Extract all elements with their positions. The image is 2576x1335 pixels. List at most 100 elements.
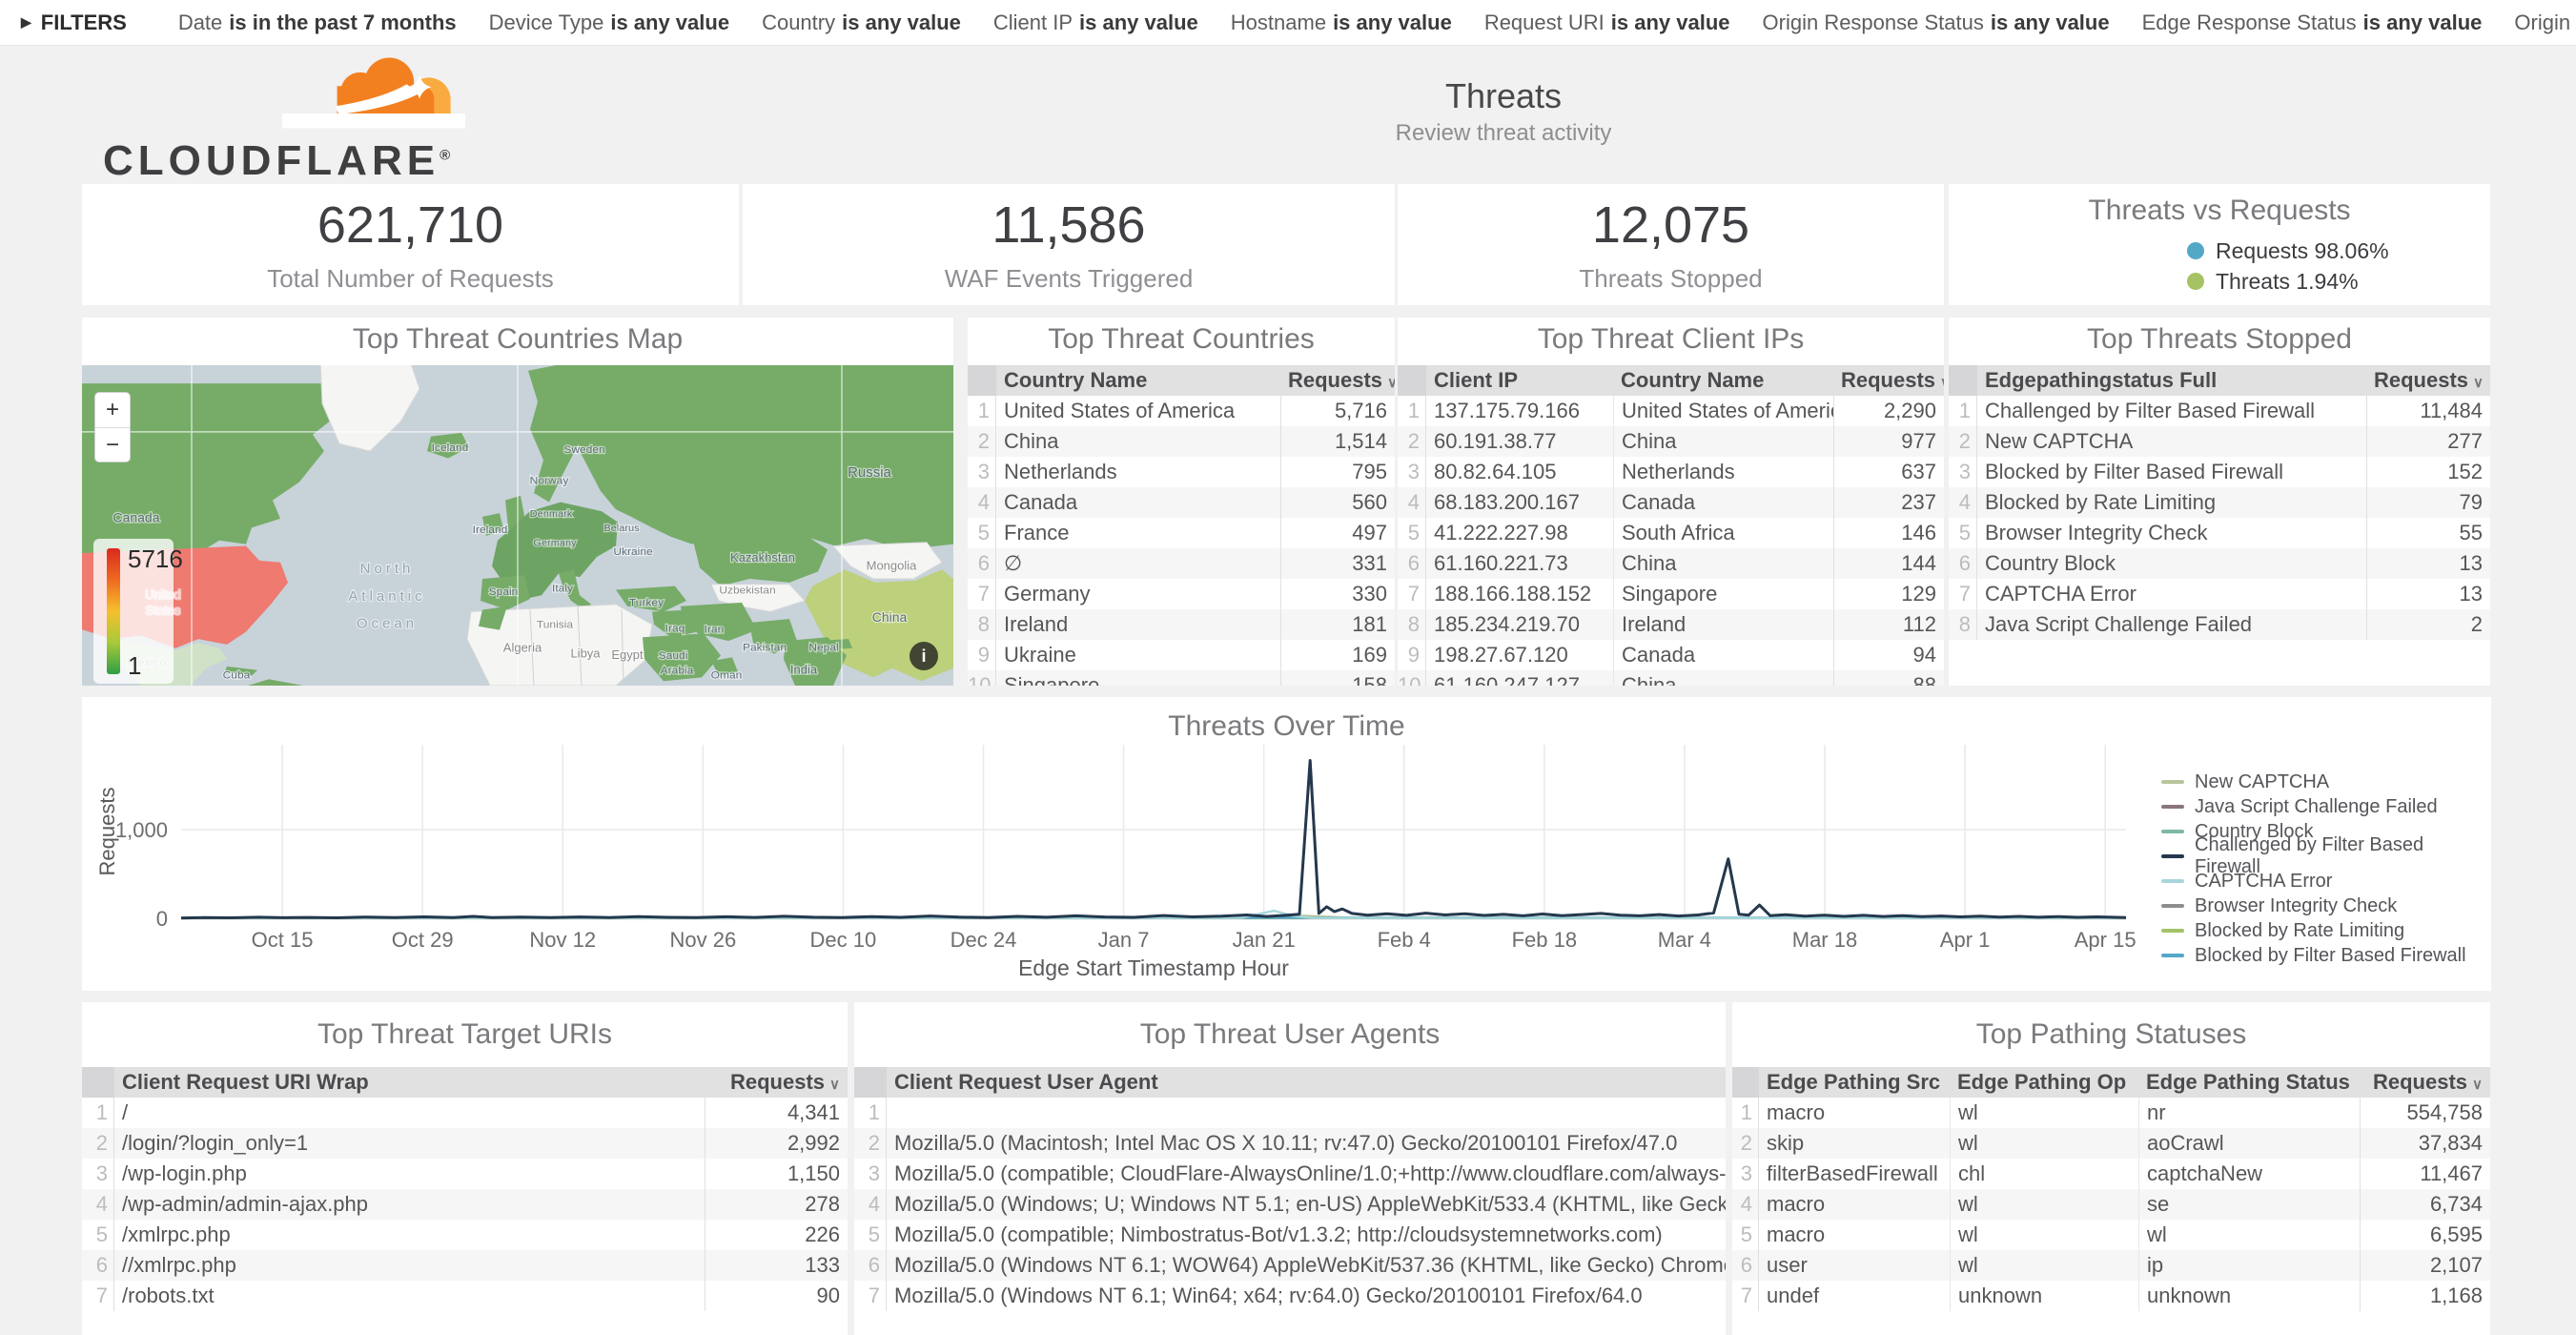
stat-label: Total Number of Requests bbox=[267, 264, 554, 293]
table-cell: 7 bbox=[82, 1281, 114, 1311]
filter-chip[interactable]: Date is in the past 7 months bbox=[178, 10, 457, 35]
map-info-button[interactable]: i bbox=[910, 642, 938, 670]
pie-legend-item[interactable]: Threats 1.94% bbox=[2187, 266, 2389, 297]
table-cell: 5 bbox=[1732, 1220, 1759, 1250]
map-iraq bbox=[652, 609, 698, 638]
column-header[interactable]: Requests∨ bbox=[1833, 365, 1944, 396]
column-header[interactable]: Requests∨ bbox=[1280, 365, 1395, 396]
map-label: India bbox=[790, 663, 818, 677]
column-header[interactable]: Requests∨ bbox=[729, 1070, 840, 1094]
table-cell: 1 bbox=[1732, 1098, 1759, 1128]
divider bbox=[95, 427, 130, 428]
map-label: China bbox=[872, 610, 908, 625]
table-cell: ∅ bbox=[1004, 551, 1023, 575]
table-cell: ip bbox=[2138, 1250, 2360, 1281]
table-cell: 1,168 bbox=[2360, 1281, 2490, 1311]
filter-field-label: Request URI bbox=[1483, 10, 1605, 34]
map-ireland bbox=[482, 513, 503, 537]
table-cell: 3 bbox=[968, 457, 996, 487]
legend-item[interactable]: Blocked by Filter Based Firewall bbox=[2161, 943, 2491, 968]
filter-chip[interactable]: Edge Response Status is any value bbox=[2142, 10, 2483, 35]
filters-toggle-button[interactable]: ▶ FILTERS bbox=[21, 10, 127, 35]
threats-vs-requests-card: Threats vs Requests Requests 98.06% Threa… bbox=[1949, 184, 2490, 305]
table-cell: unknown bbox=[2138, 1281, 2360, 1311]
table-cell: 112 bbox=[1833, 609, 1944, 640]
table-cell: 1 bbox=[968, 396, 996, 426]
legend-item[interactable]: New CAPTCHA bbox=[2161, 770, 2491, 794]
table-cell: 795 bbox=[1280, 457, 1395, 487]
zoom-out-button[interactable]: − bbox=[105, 432, 119, 458]
stat-card-threats-stopped: 12,075 Threats Stopped bbox=[1398, 184, 1944, 305]
table-row: 3 80.82.64.105 Netherlands 637 bbox=[1398, 457, 1944, 487]
map-label: Iceland bbox=[432, 442, 469, 454]
pie-legend-item[interactable]: Requests 98.06% bbox=[2187, 236, 2389, 266]
top-threat-client-ips-table: Client IP Country Name Requests∨ 1 137.175.7… bbox=[1398, 365, 1944, 686]
table-row: 4 Mozilla/5.0 (Windows; U; Windows NT 5.1… bbox=[854, 1189, 1726, 1220]
map-label: Kazakhstan bbox=[730, 550, 795, 565]
table-cell: 7 bbox=[1398, 579, 1426, 609]
table-body: 1 137.175.79.166 United States of America 2… bbox=[1398, 396, 1944, 686]
cloudflare-logo: CLOUDFLARE® bbox=[103, 46, 494, 184]
legend-item[interactable]: Java Script Challenge Failed bbox=[2161, 794, 2491, 819]
filter-chip[interactable]: Request URI is any value bbox=[1484, 10, 1730, 35]
table-row: 7 CAPTCHA Error 13 bbox=[1949, 579, 2490, 609]
filter-chip[interactable]: Hostname is any value bbox=[1231, 10, 1452, 35]
column-header[interactable]: Requests∨ bbox=[2372, 1070, 2483, 1094]
map-label: Uzbekistan bbox=[719, 585, 775, 597]
legend-item[interactable]: Country Block bbox=[2161, 819, 2491, 844]
map-label: Sweden bbox=[563, 443, 604, 456]
zoom-in-button[interactable]: + bbox=[105, 397, 119, 422]
top-pathing-statuses-card: Top Pathing Statuses Edge Pathing Src Edg… bbox=[1732, 1002, 2490, 1335]
sort-chevron-icon[interactable]: ∨ bbox=[2472, 1077, 2483, 1093]
table-row: 3 filterBasedFirewall chl captchaNew 11,467 bbox=[1732, 1159, 2490, 1189]
map-label: Denmark bbox=[530, 508, 573, 520]
threats-over-time-chart[interactable]: Oct 15 Oct 29 Nov 12 Nov 26 Dec 10 Dec 24 Jan … bbox=[82, 697, 2491, 991]
map-canvas: CanadaUnitedStatesMexicoCubaIcelandIrela… bbox=[82, 365, 953, 686]
column-header bbox=[82, 1067, 114, 1098]
sort-chevron-icon[interactable]: ∨ bbox=[829, 1077, 840, 1093]
table-row: 1 bbox=[854, 1098, 1726, 1128]
map-label: Cuba bbox=[223, 669, 251, 682]
table-cell: wl bbox=[2138, 1220, 2360, 1250]
legend-item[interactable]: Blocked by Rate Limiting bbox=[2161, 918, 2491, 943]
stat-value: 11,586 bbox=[992, 196, 1146, 254]
filter-chip-list: Date is in the past 7 months Device Type is… bbox=[178, 10, 2576, 35]
chart-legend: New CAPTCHA Java Script Challenge Failed C… bbox=[2161, 770, 2491, 968]
table-cell: 185.234.219.70 bbox=[1434, 612, 1580, 636]
filter-chip[interactable]: Device Type is any value bbox=[489, 10, 729, 35]
table-row: 2 60.191.38.77 China 977 bbox=[1398, 426, 1944, 457]
legend-item[interactable]: Challenged by Filter Based Firewall bbox=[2161, 834, 2491, 877]
table-cell: aoCrawl bbox=[2138, 1128, 2360, 1159]
filter-chip[interactable]: Client IP is any value bbox=[993, 10, 1198, 35]
table-cell: 3 bbox=[854, 1159, 887, 1189]
table-cell: 237 bbox=[1833, 487, 1944, 518]
table-cell: 2 bbox=[1398, 426, 1426, 457]
legend-item[interactable]: Browser Integrity Check bbox=[2161, 893, 2491, 918]
legend-item[interactable]: CAPTCHA Error bbox=[2161, 869, 2491, 893]
map-label: Nepal bbox=[808, 642, 838, 654]
table-cell: 331 bbox=[1280, 548, 1395, 579]
stat-card-waf-events: 11,586 WAF Events Triggered bbox=[743, 184, 1395, 305]
filter-chip[interactable]: Origin Response Status is any value bbox=[1763, 10, 2110, 35]
table-cell: 4 bbox=[1398, 487, 1426, 518]
table-cell: 277 bbox=[2366, 426, 2490, 457]
column-header[interactable]: Requests∨ bbox=[2374, 368, 2484, 392]
sort-chevron-icon[interactable]: ∨ bbox=[1940, 375, 1944, 391]
map-graticule bbox=[82, 365, 953, 686]
table-cell: 169 bbox=[1280, 640, 1395, 670]
x-tick-label: Jan 21 bbox=[1233, 928, 1296, 952]
table-cell: 6 bbox=[1732, 1250, 1759, 1281]
table-header-row: Edgepathingstatus Full Requests ∨ bbox=[1949, 365, 2490, 396]
top-threats-stopped-card: Top Threats Stopped Edgepathingstatus Fu… bbox=[1949, 318, 2490, 686]
table-cell: 9 bbox=[1398, 640, 1426, 670]
sort-chevron-icon[interactable]: ∨ bbox=[2473, 375, 2484, 391]
legend-label: New CAPTCHA bbox=[2195, 770, 2330, 792]
world-map[interactable]: CanadaUnitedStatesMexicoCubaIcelandIrela… bbox=[82, 365, 953, 686]
map-label: Russia bbox=[848, 465, 892, 481]
x-tick-label: Dec 10 bbox=[810, 928, 877, 952]
filter-chip[interactable]: Country is any value bbox=[762, 10, 961, 35]
sort-chevron-icon[interactable]: ∨ bbox=[1387, 375, 1395, 391]
table-cell: China bbox=[1613, 426, 1833, 457]
table-row: 4 68.183.200.167 Canada 237 bbox=[1398, 487, 1944, 518]
